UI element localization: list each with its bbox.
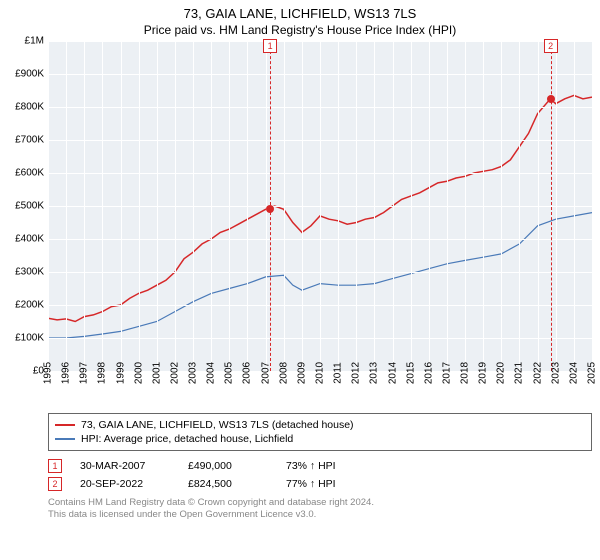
- legend-swatch-property: [55, 424, 75, 426]
- transaction-price: £824,500: [188, 478, 268, 490]
- footnote-line-2: This data is licensed under the Open Gov…: [48, 509, 592, 521]
- x-tick-label: 2007: [260, 362, 271, 384]
- transaction-row: 2 20-SEP-2022 £824,500 77% ↑ HPI: [48, 475, 592, 493]
- x-tick-label: 2013: [369, 362, 380, 384]
- chart-plot-area: £0£100K£200K£300K£400K£500K£600K£700K£80…: [48, 41, 592, 371]
- y-tick-label: £100K: [4, 333, 44, 344]
- x-tick-label: 2008: [278, 362, 289, 384]
- y-tick-label: £0: [4, 366, 44, 377]
- x-tick-label: 2022: [532, 362, 543, 384]
- legend-label-hpi: HPI: Average price, detached house, Lich…: [81, 433, 293, 445]
- x-tick-label: 2021: [514, 362, 525, 384]
- y-tick-label: £200K: [4, 300, 44, 311]
- transaction-dot: [266, 205, 274, 213]
- chart-container: 73, GAIA LANE, LICHFIELD, WS13 7LS Price…: [0, 0, 600, 560]
- x-tick-label: 2020: [496, 362, 507, 384]
- legend-swatch-hpi: [55, 438, 75, 440]
- x-tick-label: 2023: [550, 362, 561, 384]
- transaction-date: 20-SEP-2022: [80, 478, 170, 490]
- y-axis-labels: £0£100K£200K£300K£400K£500K£600K£700K£80…: [4, 41, 44, 371]
- transaction-pct: 77% ↑ HPI: [286, 478, 336, 490]
- x-tick-label: 2015: [405, 362, 416, 384]
- y-tick-label: £600K: [4, 168, 44, 179]
- y-tick-label: £500K: [4, 201, 44, 212]
- x-tick-label: 1999: [115, 362, 126, 384]
- x-tick-label: 2005: [224, 362, 235, 384]
- page-subtitle: Price paid vs. HM Land Registry's House …: [0, 21, 600, 41]
- x-tick-label: 1997: [79, 362, 90, 384]
- x-tick-label: 2018: [460, 362, 471, 384]
- y-tick-label: £400K: [4, 234, 44, 245]
- transaction-date: 30-MAR-2007: [80, 460, 170, 472]
- transaction-marker-line: [551, 41, 552, 371]
- x-tick-label: 1996: [61, 362, 72, 384]
- x-axis-labels: 1995199619971998199920002001200220032004…: [48, 371, 592, 409]
- x-tick-label: 2002: [169, 362, 180, 384]
- transaction-row: 1 30-MAR-2007 £490,000 73% ↑ HPI: [48, 457, 592, 475]
- page-title: 73, GAIA LANE, LICHFIELD, WS13 7LS: [0, 0, 600, 21]
- y-tick-label: £900K: [4, 69, 44, 80]
- legend-item-hpi: HPI: Average price, detached house, Lich…: [55, 432, 585, 446]
- y-tick-label: £300K: [4, 267, 44, 278]
- chart-plot: 12: [48, 41, 592, 371]
- x-tick-label: 2010: [315, 362, 326, 384]
- x-tick-label: 2000: [133, 362, 144, 384]
- transaction-table: 1 30-MAR-2007 £490,000 73% ↑ HPI 2 20-SE…: [48, 457, 592, 493]
- transaction-marker-badge: 1: [263, 39, 277, 53]
- x-tick-label: 2024: [568, 362, 579, 384]
- x-tick-label: 2001: [151, 362, 162, 384]
- x-tick-label: 2006: [242, 362, 253, 384]
- transaction-dot: [547, 95, 555, 103]
- y-tick-label: £700K: [4, 135, 44, 146]
- transaction-marker-badge: 2: [544, 39, 558, 53]
- legend-item-property: 73, GAIA LANE, LICHFIELD, WS13 7LS (deta…: [55, 418, 585, 432]
- transaction-badge: 2: [48, 477, 62, 491]
- x-tick-label: 2003: [188, 362, 199, 384]
- legend-label-property: 73, GAIA LANE, LICHFIELD, WS13 7LS (deta…: [81, 419, 354, 431]
- transaction-badge: 1: [48, 459, 62, 473]
- x-tick-label: 2025: [587, 362, 598, 384]
- x-tick-label: 2012: [351, 362, 362, 384]
- y-tick-label: £1M: [4, 36, 44, 47]
- x-tick-label: 2009: [296, 362, 307, 384]
- x-tick-label: 2016: [423, 362, 434, 384]
- x-tick-label: 2011: [333, 362, 344, 384]
- x-tick-label: 2004: [206, 362, 217, 384]
- x-tick-label: 1995: [43, 362, 54, 384]
- x-tick-label: 2017: [441, 362, 452, 384]
- y-tick-label: £800K: [4, 102, 44, 113]
- x-tick-label: 1998: [97, 362, 108, 384]
- x-tick-label: 2014: [387, 362, 398, 384]
- footnote: Contains HM Land Registry data © Crown c…: [48, 497, 592, 522]
- footnote-line-1: Contains HM Land Registry data © Crown c…: [48, 497, 592, 509]
- x-tick-label: 2019: [478, 362, 489, 384]
- transaction-pct: 73% ↑ HPI: [286, 460, 336, 472]
- transaction-price: £490,000: [188, 460, 268, 472]
- legend: 73, GAIA LANE, LICHFIELD, WS13 7LS (deta…: [48, 413, 592, 451]
